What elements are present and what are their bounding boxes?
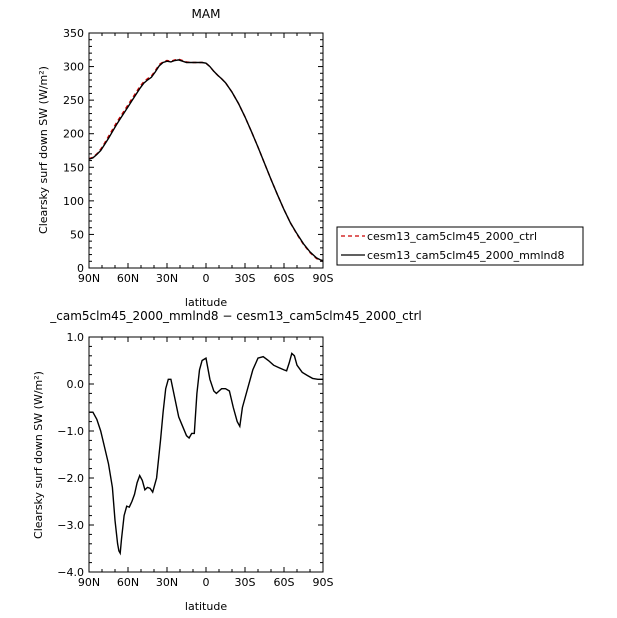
x-tick-label: 0 bbox=[203, 272, 210, 285]
legend-ctrl-label: cesm13_cam5clm45_2000_ctrl bbox=[367, 230, 537, 243]
x-tick-label: 30N bbox=[156, 576, 178, 589]
top-panel-xlabel: latitude bbox=[185, 296, 227, 309]
bottom-panel-series bbox=[89, 352, 323, 556]
y-tick-label: 200 bbox=[63, 128, 84, 141]
y-tick-label: −2.0 bbox=[57, 472, 84, 485]
x-tick-label: 0 bbox=[203, 576, 210, 589]
bottom-panel-ylabel: Clearsky surf down SW (W/m²) bbox=[32, 371, 45, 539]
x-tick-label: 90S bbox=[313, 576, 334, 589]
x-tick-label: 90N bbox=[78, 272, 100, 285]
legend-mmlnd8-label: cesm13_cam5clm45_2000_mmlnd8 bbox=[367, 249, 565, 262]
top-panel-series bbox=[88, 58, 324, 262]
series-line-diff-0 bbox=[89, 352, 323, 556]
y-tick-label: 0 bbox=[77, 262, 84, 275]
bottom-panel-axes: 90N 60N 30N 0 30S 60S 90S −4.0 −3.0 −2.0 −1.0 0.0 1.… bbox=[57, 331, 333, 589]
y-tick-label: −1.0 bbox=[57, 425, 84, 438]
x-tick-label: 60S bbox=[274, 576, 295, 589]
y-tick-label: 300 bbox=[63, 61, 84, 74]
x-tick-label: 90N bbox=[78, 576, 100, 589]
bottom-panel: _cam5clm45_2000_mmlnd8 − cesm13_cam5clm4… bbox=[32, 309, 422, 613]
legend: cesm13_cam5clm45_2000_ctrl cesm13_cam5cl… bbox=[336, 226, 584, 266]
y-tick-label: 250 bbox=[63, 94, 84, 107]
y-tick-label: 350 bbox=[63, 27, 84, 40]
series-line-cesm13_cam5clm45_2000_ctrl bbox=[88, 58, 324, 262]
top-panel-title: MAM bbox=[192, 7, 221, 21]
bottom-panel-xlabel: latitude bbox=[185, 600, 227, 613]
bottom-panel-frame bbox=[88, 336, 324, 573]
x-tick-label: 30S bbox=[235, 576, 256, 589]
x-tick-label: 60S bbox=[274, 272, 295, 285]
top-panel-ylabel: Clearsky surf down SW (W/m²) bbox=[37, 66, 50, 234]
x-tick-label: 90S bbox=[313, 272, 334, 285]
top-panel: MAM 90N 60N 30N 0 30S 60S 90S 0 50 100 150 200 250 30… bbox=[37, 7, 334, 309]
y-tick-label: 100 bbox=[63, 195, 84, 208]
x-tick-label: 30N bbox=[156, 272, 178, 285]
x-tick-label: 30S bbox=[235, 272, 256, 285]
y-tick-label: 1.0 bbox=[67, 331, 85, 344]
series-line-cesm13_cam5clm45_2000_mmlnd8 bbox=[88, 59, 324, 262]
top-panel-frame bbox=[88, 32, 324, 269]
y-tick-label: −4.0 bbox=[57, 566, 84, 579]
y-tick-label: 50 bbox=[70, 228, 84, 241]
top-panel-axes: 90N 60N 30N 0 30S 60S 90S 0 50 100 150 200 250 300 350 bbox=[63, 27, 334, 285]
x-tick-label: 60N bbox=[117, 272, 139, 285]
y-tick-label: −3.0 bbox=[57, 519, 84, 532]
legend-box bbox=[336, 226, 584, 266]
y-tick-label: 0.0 bbox=[67, 378, 85, 391]
y-tick-label: 150 bbox=[63, 161, 84, 174]
x-tick-label: 60N bbox=[117, 576, 139, 589]
bottom-panel-title: _cam5clm45_2000_mmlnd8 − cesm13_cam5clm4… bbox=[49, 309, 421, 323]
